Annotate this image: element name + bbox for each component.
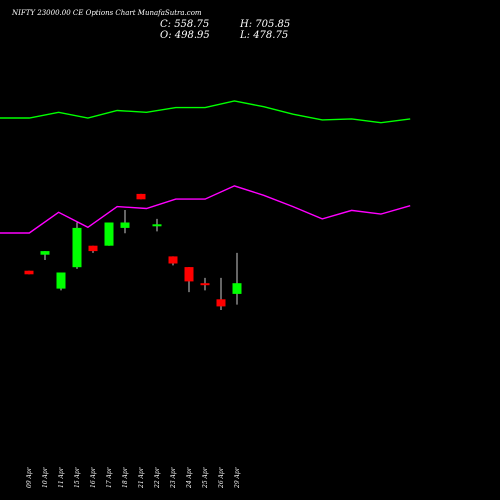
- candle-10: [184, 267, 194, 293]
- x-tick-label: 09 Apr: [26, 466, 33, 488]
- upper-band-line: [0, 100, 411, 124]
- candle-body-down: [184, 267, 194, 282]
- close-value: C: 558.75: [160, 19, 209, 30]
- x-tick-label: 24 Apr: [186, 466, 193, 489]
- candle-12: [216, 277, 226, 310]
- x-tick-label: 10 Apr: [42, 466, 49, 488]
- candle-body-down: [136, 193, 146, 200]
- chart-title: NIFTY 23000.00 CE Options Chart MunafaSu…: [11, 9, 202, 17]
- x-tick-label: 18 Apr: [122, 466, 129, 488]
- x-tick-label: 26 Apr: [218, 466, 225, 489]
- candle-9: [168, 256, 178, 266]
- high-value: H: 705.85: [239, 19, 290, 30]
- x-tick-label: 17 Apr: [106, 466, 113, 488]
- x-tick-label: 21 Apr: [138, 466, 145, 489]
- open-value: O: 498.95: [160, 30, 210, 41]
- band-lines: [0, 100, 411, 234]
- candle-8: [152, 218, 162, 232]
- candle-1: [40, 251, 50, 260]
- candle-0: [24, 270, 34, 275]
- candlesticks: [24, 193, 242, 310]
- x-tick-label: 29 Apr: [234, 466, 241, 489]
- candle-6: [120, 210, 130, 234]
- candle-13: [232, 252, 242, 305]
- low-value: L: 478.75: [239, 30, 288, 41]
- candle-body-up: [72, 227, 82, 268]
- x-tick-label: 15 Apr: [74, 466, 81, 488]
- x-axis-labels: 09 Apr 10 Apr 11 Apr 15 Apr 16 Apr 17 Apr 18 A…: [26, 466, 241, 489]
- candle-3: [72, 222, 82, 269]
- candle-body-down: [200, 283, 210, 286]
- candle-7: [136, 193, 146, 200]
- candle-body-down: [24, 270, 34, 275]
- x-tick-label: 23 Apr: [170, 466, 177, 489]
- candle-body-up: [56, 272, 66, 289]
- candle-body-up: [120, 222, 130, 228]
- candle-body-down: [168, 256, 178, 264]
- x-tick-label: 22 Apr: [154, 466, 161, 489]
- candle-11: [200, 277, 210, 291]
- candle-2: [56, 272, 66, 291]
- candle-body-up: [152, 224, 162, 227]
- x-tick-label: 11 Apr: [58, 466, 65, 488]
- lower-band-line: [0, 185, 411, 234]
- x-tick-label: 25 Apr: [202, 466, 209, 489]
- candle-body-up: [40, 251, 50, 255]
- candle-5: [104, 222, 114, 246]
- candle-4: [88, 245, 98, 253]
- x-tick-label: 16 Apr: [90, 466, 97, 488]
- candle-body-down: [88, 245, 98, 252]
- candle-body-up: [232, 283, 242, 294]
- candle-body-down: [216, 299, 226, 307]
- candle-body-up: [104, 222, 114, 246]
